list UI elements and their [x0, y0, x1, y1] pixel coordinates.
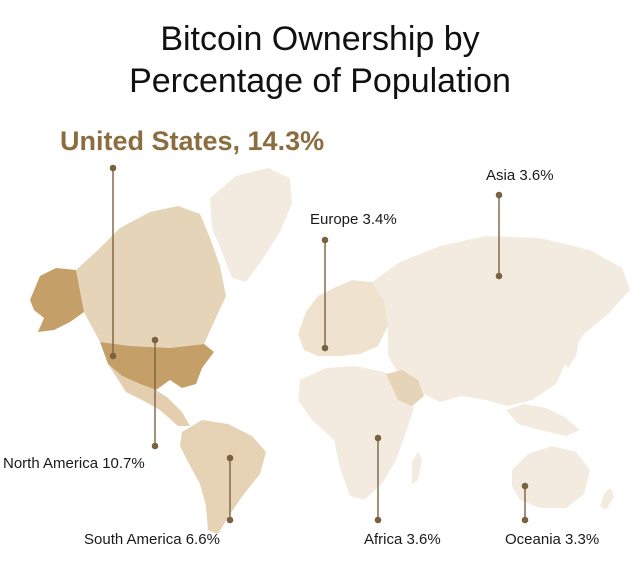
leader-europe: [321, 236, 329, 352]
leader-asia: [495, 191, 503, 280]
leader-united-states: [109, 164, 117, 360]
leader-south-america: [226, 454, 234, 524]
label-south-america: South America 6.6%: [84, 531, 220, 548]
usa-shape: [100, 342, 214, 390]
leader-north-america: [151, 336, 159, 450]
southeast-asia-islands-shape: [506, 404, 580, 436]
label-europe: Europe 3.4%: [310, 211, 397, 228]
new-zealand-shape: [600, 488, 614, 510]
label-oceania: Oceania 3.3%: [505, 531, 600, 548]
united-states-callout: United States, 14.3%: [60, 126, 325, 156]
label-north-america: North America 10.7%: [3, 455, 145, 472]
africa-shape: [298, 366, 414, 500]
europe-shape: [298, 280, 388, 356]
label-asia: Asia 3.6%: [486, 167, 554, 184]
arabia-shape: [386, 370, 424, 406]
alaska-shape: [30, 268, 84, 332]
leader-oceania: [521, 482, 529, 524]
mexico-shape: [108, 364, 190, 426]
title-line-2: Percentage of Population: [129, 62, 511, 100]
leader-africa: [374, 434, 382, 524]
canada-shape: [76, 206, 226, 348]
south-america-shape: [180, 420, 266, 534]
japan-shape: [562, 330, 580, 368]
greenland-shape: [210, 168, 292, 282]
australia-shape: [512, 446, 590, 508]
label-africa: Africa 3.6%: [364, 531, 441, 548]
madagascar-shape: [412, 452, 422, 484]
title-line-1: Bitcoin Ownership by: [160, 20, 480, 58]
chart-title: Bitcoin Ownership by Percentage of Popul…: [0, 18, 640, 102]
